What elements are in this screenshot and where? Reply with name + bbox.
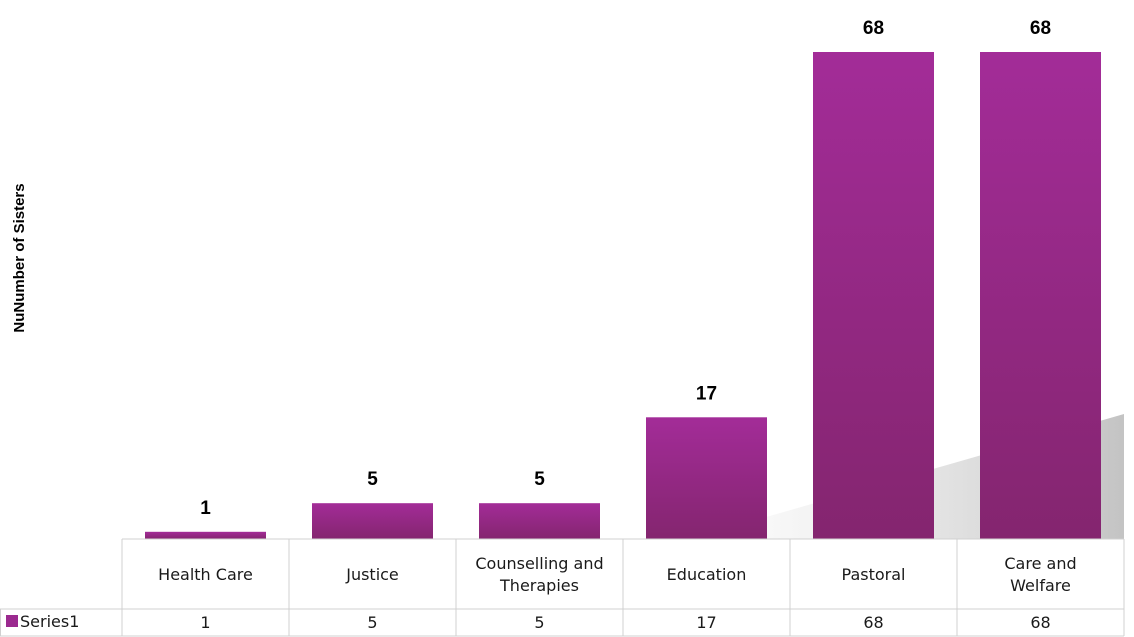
table-cell-value-0: 1 [200,613,210,632]
bar-1 [312,503,433,539]
value-labels-group: 1 5 5 17 68 68 [200,18,1051,519]
bars-group [145,52,1101,540]
series-legend-key [6,615,18,627]
category-label-5: Care and Welfare [1004,554,1076,595]
series-legend-label: Series1 [20,612,79,631]
data-table-values: 1 5 5 17 68 68 [200,613,1050,632]
value-label-5: 68 [1030,18,1051,39]
bar-5 [980,52,1101,539]
category-label-2: Counselling and Therapies [475,554,603,595]
category-label-4: Pastoral [842,565,906,584]
value-label-1: 5 [367,469,378,490]
table-cell-value-2: 5 [534,613,544,632]
category-labels: Health Care Justice Counselling and Therapi… [158,554,1076,595]
table-cell-value-1: 5 [367,613,377,632]
category-label-1: Justice [345,565,399,584]
value-label-3: 17 [696,383,717,404]
table-cell-value-4: 68 [863,613,883,632]
value-label-0: 1 [200,498,211,519]
data-table: Health Care Justice Counselling and Therapi… [0,538,1125,637]
value-label-2: 5 [534,469,545,490]
bar-4 [813,52,934,539]
category-label-3: Education [667,565,747,584]
data-table-grid [0,538,1125,637]
bar-0 [145,531,266,539]
table-cell-value-5: 68 [1030,613,1050,632]
bar-2 [479,503,600,539]
category-label-0: Health Care [158,565,253,584]
table-cell-value-3: 17 [696,613,716,632]
value-label-4: 68 [863,18,884,39]
bar-3 [646,417,767,540]
y-axis-label: NuNumber of Sisters [11,183,28,332]
